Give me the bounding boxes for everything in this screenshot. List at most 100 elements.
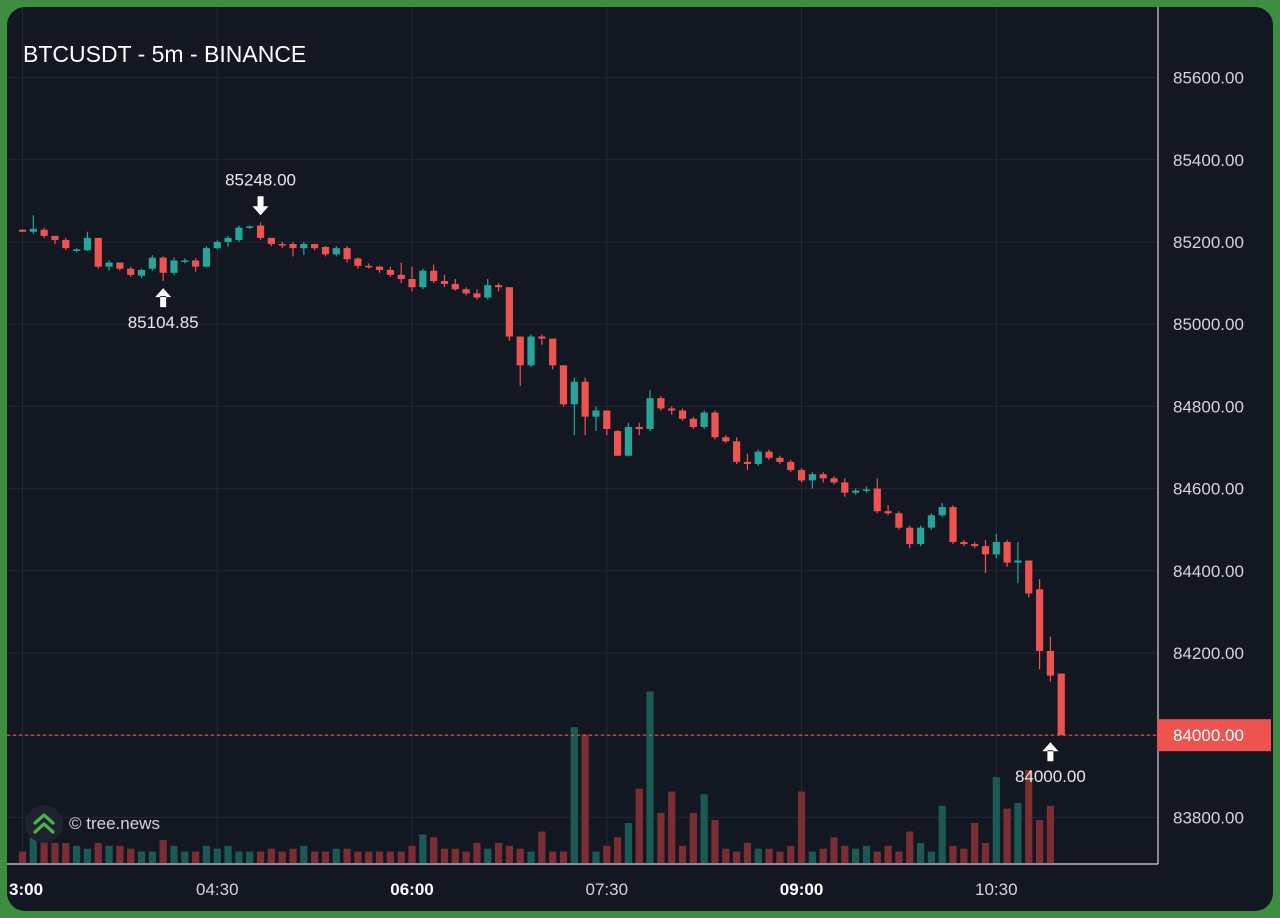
candle <box>137 269 146 276</box>
candle <box>916 527 925 545</box>
x-tick-label: 09:00 <box>780 880 823 899</box>
volume-bar <box>668 791 676 863</box>
volume-bar <box>289 848 297 863</box>
volume-bar <box>430 837 438 863</box>
candle <box>776 457 784 462</box>
volume-bar <box>419 834 427 863</box>
x-tick-label: 3:00 <box>9 880 43 899</box>
volume-bar <box>830 837 838 863</box>
candlestick-chart[interactable]: 85600.00 85400.00 85200.00 85000.00 84800.00… <box>7 7 1273 911</box>
candle <box>960 542 968 545</box>
volume-bar <box>192 851 200 863</box>
volume-bar <box>170 845 178 863</box>
candle <box>105 262 113 267</box>
volume-bar <box>1035 820 1044 863</box>
candle <box>538 336 546 339</box>
volume-bar <box>62 842 70 863</box>
volume-bar <box>484 848 492 863</box>
candle <box>213 242 221 249</box>
candle <box>494 285 503 288</box>
y-tick-label: 84200.00 <box>1173 644 1244 663</box>
candle <box>873 488 881 512</box>
volume-bar <box>884 845 892 863</box>
volume-bar <box>375 851 384 863</box>
volume-bar <box>527 851 535 863</box>
volume-bar <box>235 851 243 863</box>
candle <box>386 269 394 275</box>
candle <box>852 490 860 493</box>
volume-bar <box>635 788 643 863</box>
annotation-label: 84000.00 <box>1015 767 1086 786</box>
volume-bar <box>516 848 524 863</box>
candle <box>440 281 449 284</box>
candle <box>559 365 568 405</box>
volume-bar <box>127 848 135 863</box>
volume-bar <box>224 845 232 863</box>
candle <box>267 237 275 245</box>
y-tick-label: 85200.00 <box>1173 233 1244 252</box>
x-tick-label: 07:30 <box>586 880 629 899</box>
volume-bar <box>451 848 459 863</box>
volume-bar <box>981 842 990 863</box>
candle <box>971 544 979 547</box>
candle <box>354 258 362 266</box>
candle <box>451 283 459 290</box>
candle <box>300 244 308 249</box>
candle <box>51 235 59 240</box>
volume-bar <box>51 842 59 863</box>
chevron-up-icon <box>25 805 63 843</box>
volume-bar <box>40 840 48 863</box>
volume-bar <box>105 845 113 863</box>
volume-bar <box>137 851 146 863</box>
candle <box>581 381 589 417</box>
volume-bar <box>689 812 697 863</box>
volume-bar <box>787 845 795 863</box>
candle <box>754 451 762 464</box>
candle <box>332 248 340 255</box>
volume-bar <box>354 851 362 863</box>
volume-bar <box>743 842 752 863</box>
volume-bar <box>971 822 979 863</box>
candle <box>819 474 827 479</box>
candle <box>981 546 990 555</box>
volume-bar <box>311 851 319 863</box>
volume-bar <box>29 837 37 863</box>
volume-bar <box>765 848 773 863</box>
volume-bar <box>202 845 211 863</box>
volume-bar <box>494 842 503 863</box>
arrow-up-icon <box>1042 742 1059 762</box>
y-tick-label: 85400.00 <box>1173 151 1244 170</box>
candle <box>895 513 903 528</box>
candle <box>343 248 351 260</box>
volume-bar <box>246 851 254 863</box>
y-tick-label: 85600.00 <box>1173 69 1244 88</box>
candle <box>722 437 730 442</box>
volume-bar <box>733 851 741 863</box>
chart-title: BTCUSDT - 5m - BINANCE <box>23 41 307 67</box>
volume-bar <box>862 845 871 863</box>
candle <box>592 410 600 417</box>
volume-bar <box>321 851 330 863</box>
candle <box>408 278 416 288</box>
volume-bar <box>256 851 265 863</box>
volume-bar <box>332 848 340 863</box>
chart-frame: 85600.00 85400.00 85200.00 85000.00 84800.00… <box>7 7 1273 911</box>
volume-bar <box>906 831 914 863</box>
volume-bar <box>722 848 730 863</box>
volume-bar <box>570 727 578 863</box>
annotation-label: 85248.00 <box>225 170 296 189</box>
volume-bar <box>1025 770 1033 863</box>
volume-bar <box>776 851 784 863</box>
candle <box>18 229 27 232</box>
volume-bar <box>386 851 394 863</box>
volume-bar <box>83 848 92 863</box>
candle <box>624 426 633 456</box>
candle <box>635 426 643 430</box>
volume-bar <box>116 845 124 863</box>
candle <box>365 265 373 268</box>
candle <box>94 237 102 267</box>
candle <box>1035 589 1044 651</box>
volume-bar <box>938 805 946 863</box>
x-tick-label: 10:30 <box>975 880 1018 899</box>
candle <box>83 237 92 251</box>
